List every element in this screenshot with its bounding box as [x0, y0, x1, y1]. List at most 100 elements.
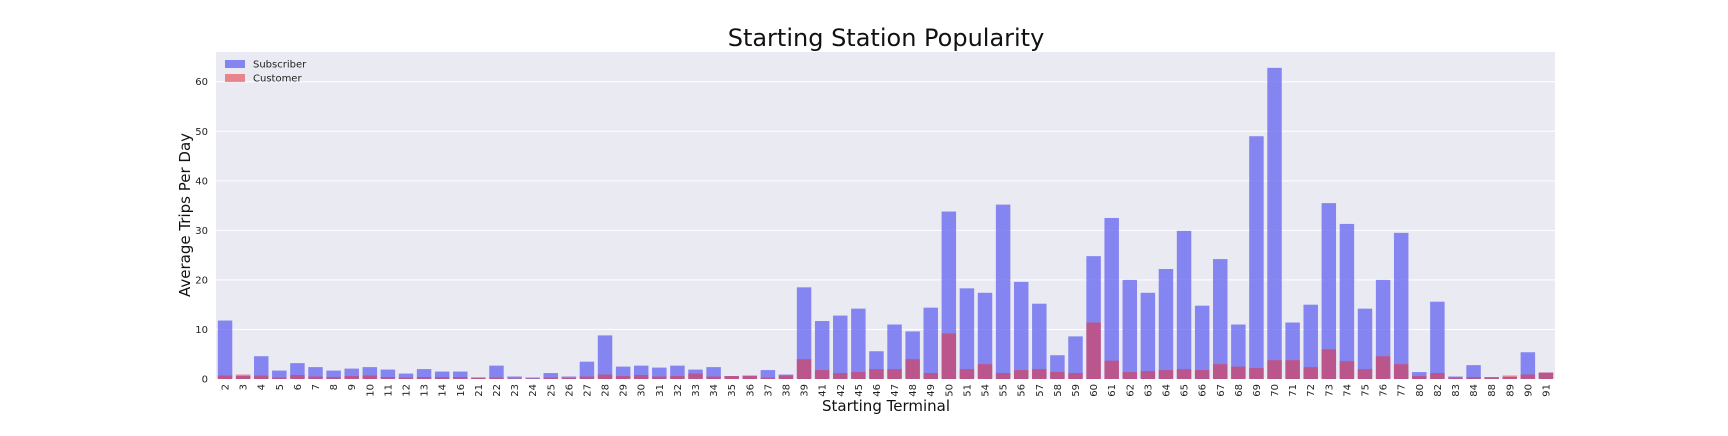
x-tick-label: 50 [944, 384, 955, 397]
bar-customer-61 [1104, 361, 1118, 379]
legend-label-customer: Customer [253, 74, 302, 85]
bar-customer-48 [905, 359, 919, 379]
x-tick-label: 29 [619, 384, 630, 397]
x-tick-label: 33 [691, 384, 702, 397]
bar-customer-3 [236, 375, 250, 379]
x-tick-label: 91 [1541, 384, 1552, 397]
bar-subscriber-2 [218, 321, 232, 379]
bar-customer-8 [326, 377, 340, 379]
bar-customer-66 [1195, 370, 1209, 379]
x-tick-label: 5 [275, 384, 286, 390]
bar-customer-12 [399, 378, 413, 379]
x-tick-label: 21 [474, 384, 485, 397]
bar-customer-47 [887, 369, 901, 379]
bar-customer-34 [706, 377, 720, 379]
bar-customer-80 [1412, 376, 1426, 379]
bar-subscriber-28 [598, 335, 612, 379]
bar-customer-16 [453, 377, 467, 379]
x-tick-label: 8 [329, 384, 340, 390]
x-tick-label: 64 [1161, 384, 1172, 397]
x-tick-label: 70 [1270, 384, 1281, 397]
x-tick-label: 68 [1234, 384, 1245, 397]
x-tick-label: 46 [872, 384, 883, 397]
bar-customer-51 [960, 369, 974, 379]
x-tick-label: 90 [1523, 384, 1534, 397]
x-tick-label: 72 [1306, 384, 1317, 397]
bar-customer-45 [851, 372, 865, 379]
y-tick-label: 50 [195, 127, 208, 138]
bar-customer-89 [1503, 376, 1517, 379]
bar-subscriber-65 [1177, 231, 1191, 379]
legend-label-subscriber: Subscriber [253, 60, 307, 71]
x-tick-label: 31 [655, 384, 666, 397]
bar-customer-49 [923, 373, 937, 379]
bar-customer-26 [562, 378, 576, 379]
bar-customer-72 [1303, 367, 1317, 379]
legend-swatch-customer [225, 74, 245, 82]
x-tick-label: 66 [1198, 384, 1209, 397]
bar-subscriber-45 [851, 309, 865, 379]
x-tick-label: 27 [582, 384, 593, 397]
legend-swatch-subscriber [225, 60, 245, 68]
x-tick-label: 4 [257, 384, 268, 390]
x-tick-label: 88 [1487, 384, 1498, 397]
bar-subscriber-61 [1104, 218, 1118, 379]
bar-customer-4 [254, 376, 268, 379]
bar-customer-11 [381, 377, 395, 379]
bar-customer-57 [1032, 369, 1046, 379]
x-tick-label: 74 [1342, 384, 1353, 397]
x-tick-label: 42 [836, 384, 847, 397]
x-tick-label: 65 [1180, 384, 1191, 397]
y-tick-label: 30 [195, 226, 208, 237]
bar-subscriber-82 [1430, 302, 1444, 379]
bar-subscriber-62 [1123, 280, 1137, 379]
bar-subscriber-69 [1249, 136, 1263, 379]
bar-customer-63 [1141, 371, 1155, 379]
bar-subscriber-66 [1195, 306, 1209, 379]
x-tick-label: 59 [1071, 384, 1082, 397]
bar-customer-41 [815, 370, 829, 379]
y-tick-label: 0 [202, 375, 208, 386]
bar-customer-84 [1466, 377, 1480, 379]
x-tick-label: 61 [1107, 384, 1118, 397]
y-tick-label: 20 [195, 275, 208, 286]
x-tick-label: 2 [221, 384, 232, 390]
bar-customer-58 [1050, 372, 1064, 379]
bar-customer-38 [779, 376, 793, 379]
bar-customer-71 [1285, 360, 1299, 379]
bar-customer-65 [1177, 369, 1191, 379]
bar-subscriber-63 [1141, 293, 1155, 379]
x-tick-label: 25 [546, 384, 557, 397]
x-tick-label: 38 [781, 384, 792, 397]
x-tick-label: 3 [239, 384, 250, 390]
bar-subscriber-22 [489, 366, 503, 379]
bar-subscriber-27 [580, 362, 594, 379]
x-tick-label: 9 [347, 384, 358, 390]
x-tick-label: 58 [1053, 384, 1064, 397]
x-tick-label: 82 [1433, 384, 1444, 397]
bar-customer-32 [670, 376, 684, 379]
x-tick-label: 60 [1089, 384, 1100, 397]
x-tick-label: 54 [981, 384, 992, 397]
bar-customer-2 [218, 376, 232, 379]
x-tick-label: 37 [763, 384, 774, 397]
x-tick-label: 83 [1451, 384, 1462, 397]
y-axis-title: Average Trips Per Day [176, 133, 194, 297]
bar-subscriber-55 [996, 205, 1010, 379]
bar-customer-91 [1539, 373, 1553, 379]
bar-customer-29 [616, 376, 630, 379]
x-tick-label: 69 [1252, 384, 1263, 397]
bar-customer-7 [308, 377, 322, 379]
bar-customer-22 [489, 378, 503, 379]
bar-customer-10 [363, 376, 377, 379]
bar-customer-68 [1231, 367, 1245, 379]
bar-customer-50 [942, 333, 956, 379]
bar-customer-73 [1322, 349, 1336, 379]
bar-customer-25 [544, 378, 558, 379]
bar-customer-5 [272, 378, 286, 379]
bar-customer-14 [435, 377, 449, 379]
x-tick-label: 34 [709, 384, 720, 397]
x-tick-label: 22 [492, 384, 503, 397]
x-tick-label: 16 [456, 384, 467, 397]
